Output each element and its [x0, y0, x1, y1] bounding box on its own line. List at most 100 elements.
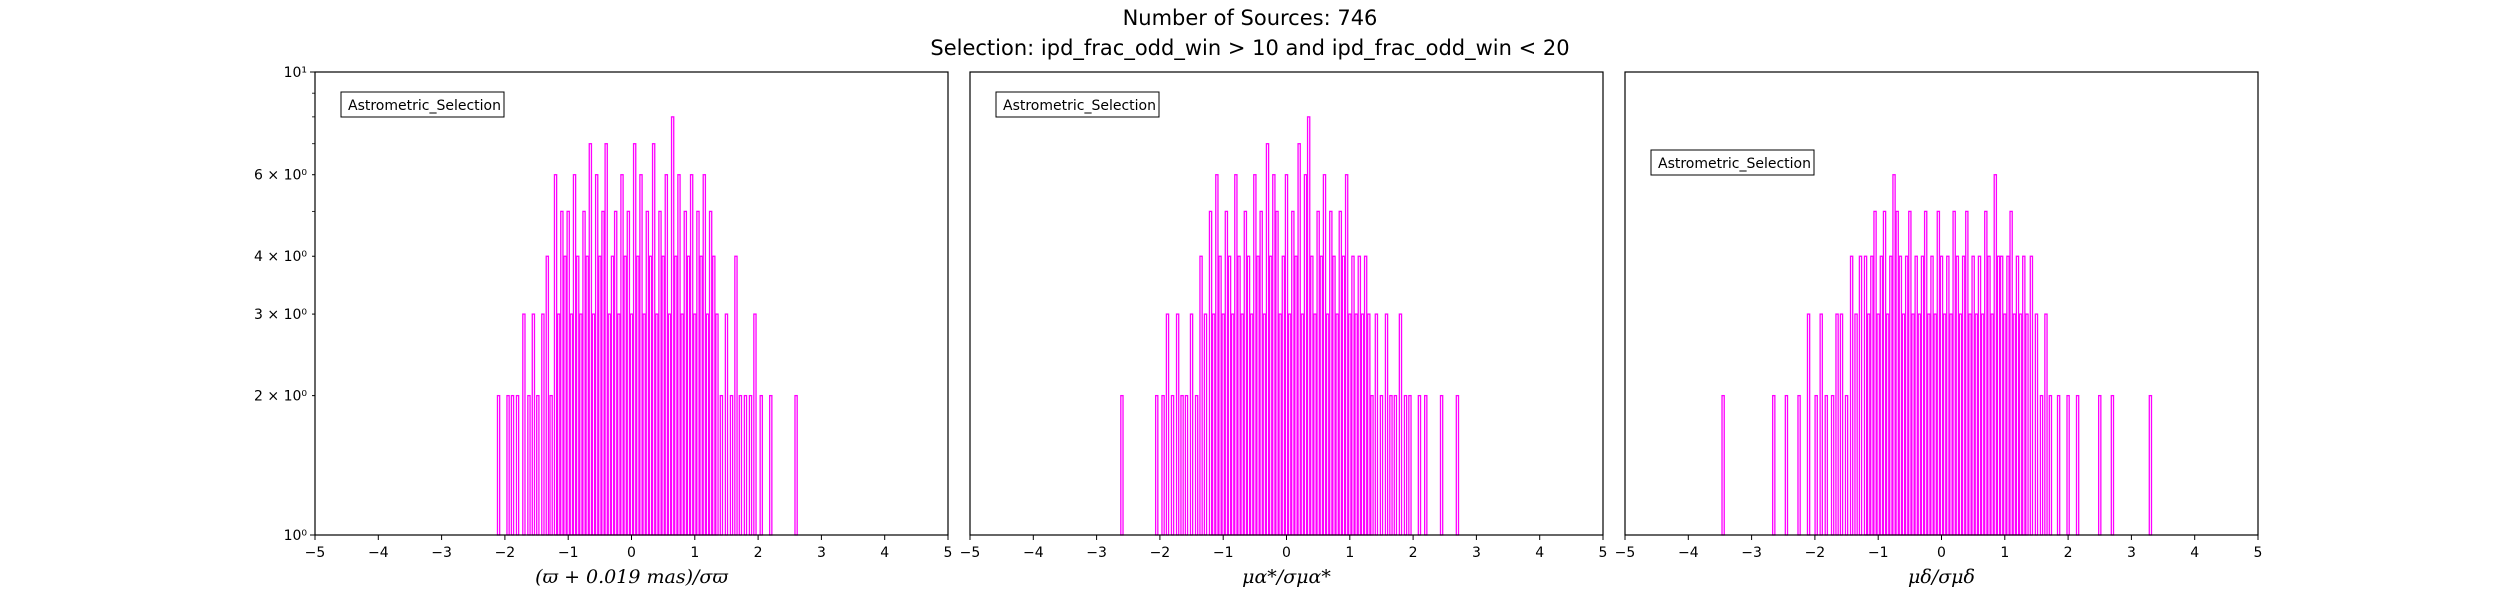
- histogram-bar: [1933, 313, 1937, 536]
- histogram-bar: [607, 313, 612, 536]
- histogram-bar: [769, 394, 773, 536]
- x-tick-label: 5: [2254, 545, 2263, 561]
- histogram-bar: [1256, 255, 1260, 536]
- histogram-bar: [1348, 313, 1352, 536]
- x-tick-label: 0: [627, 545, 636, 561]
- histogram-bar: [1249, 313, 1254, 536]
- histogram-bar: [1303, 174, 1308, 536]
- x-tick-label: −1: [558, 545, 579, 561]
- histogram-bar: [1980, 313, 1985, 536]
- histogram-bar: [1971, 255, 1975, 536]
- histogram-bar: [560, 210, 564, 536]
- histogram-bar: [1322, 174, 1327, 536]
- histogram-bar: [1208, 210, 1213, 536]
- histogram-bar: [1958, 313, 1963, 536]
- histogram-bar: [2022, 255, 2026, 536]
- histogram-bar: [705, 313, 710, 536]
- histogram-bar: [1253, 174, 1257, 536]
- histogram-bar: [1863, 255, 1868, 536]
- histogram-bar: [1949, 313, 1953, 536]
- histogram-bar: [582, 210, 586, 536]
- histogram-bar: [2148, 394, 2153, 536]
- histogram-bar: [1999, 255, 2004, 536]
- histogram-bar: [553, 174, 558, 536]
- x-tick-label: −1: [1213, 545, 1234, 561]
- y-tick-label: 10¹: [284, 65, 307, 81]
- histogram-bar: [610, 255, 615, 536]
- histogram-bar: [1313, 313, 1317, 536]
- legend: Astrometric_Selection: [340, 91, 505, 118]
- histogram-bar: [536, 394, 540, 536]
- legend-label: Astrometric_Selection: [1003, 98, 1156, 114]
- histogram-bar: [1961, 255, 1966, 536]
- histogram-bar: [1316, 210, 1320, 536]
- histogram-bar: [1984, 210, 1988, 536]
- histogram-bar: [1854, 313, 1858, 536]
- histogram-bar: [743, 394, 748, 536]
- x-tick-label: 5: [1599, 545, 1608, 561]
- histogram-bar: [664, 174, 669, 536]
- histogram-bar: [712, 255, 716, 536]
- histogram-bar: [1203, 313, 1208, 536]
- histogram-bar: [1930, 255, 1934, 536]
- histogram-bar: [1806, 313, 1811, 536]
- histogram-bar: [2015, 255, 2020, 536]
- histogram-bar: [1199, 255, 1203, 536]
- histogram-bar: [2075, 394, 2080, 536]
- histogram-bar: [569, 313, 574, 536]
- histogram-bar: [1898, 255, 1903, 536]
- histogram-bar: [715, 313, 719, 536]
- histogram-bar: [1175, 313, 1180, 536]
- histogram-bar: [2044, 313, 2048, 536]
- x-tick-label: −4: [368, 545, 389, 561]
- histogram-bar: [1844, 394, 1849, 536]
- histogram-bar: [566, 210, 570, 536]
- histogram-bar: [1227, 255, 1232, 536]
- histogram-bar: [1338, 210, 1343, 536]
- histogram-bar: [1952, 210, 1956, 536]
- histogram-bar: [1968, 313, 1972, 536]
- histogram-bar: [1215, 174, 1219, 536]
- x-tick-label: 3: [2127, 545, 2136, 561]
- histogram-bar: [527, 394, 531, 536]
- histogram-bar: [1360, 313, 1365, 536]
- histogram-bar: [1784, 394, 1789, 536]
- histogram-bar: [2048, 394, 2053, 536]
- y-tick-label: 6 × 10⁰: [254, 168, 307, 184]
- legend-label: Astrometric_Selection: [1658, 156, 1811, 172]
- histogram-bar: [1901, 313, 1906, 536]
- y-tick-label: 4 × 10⁰: [254, 249, 307, 265]
- histogram-bar: [2009, 210, 2013, 536]
- histogram-bar: [1237, 255, 1241, 536]
- histogram-bar: [702, 174, 707, 536]
- histogram-bar: [1218, 255, 1222, 536]
- histogram-bar: [2110, 394, 2115, 536]
- histogram-bar: [1923, 210, 1928, 536]
- axes-frame: [969, 71, 1604, 536]
- axes-frame: [1624, 71, 2259, 536]
- histogram-panel-1: −5 −4 −3 −2 −1 0 1 2 3 4 5 10⁰ 2 × 10⁰ 3 × 10⁰ 4 × 10⁰…: [254, 65, 952, 588]
- histogram-bar: [1866, 313, 1871, 536]
- histogram-bar: [1455, 394, 1460, 536]
- x-tick-label: −5: [1615, 545, 1636, 561]
- histogram-bar: [629, 313, 634, 536]
- histogram-bar: [1819, 313, 1823, 536]
- histogram-bar: [1876, 313, 1880, 536]
- histogram-bar: [724, 313, 729, 536]
- legend-box: [995, 91, 1160, 118]
- histogram-panel-3: −5 −4 −3 −2 −1 0 1 2 3 4 5 μδ/σμδ Astrometric_Select…: [1615, 71, 2263, 588]
- histogram-bar: [1946, 255, 1950, 536]
- histogram-bar: [1908, 210, 1912, 536]
- histogram-bar: [1294, 255, 1298, 536]
- histogram-bar: [510, 394, 515, 536]
- histogram-bar: [1230, 313, 1235, 536]
- histogram-bar: [689, 174, 694, 536]
- histogram-panels: −5 −4 −3 −2 −1 0 1 2 3 4 5 10⁰ 2 × 10⁰ 3 × 10⁰ 4 × 10⁰…: [254, 65, 2262, 588]
- histogram-bar: [594, 174, 599, 536]
- x-axis-label: μδ/σμδ: [1908, 566, 1975, 588]
- histogram-bar: [1297, 143, 1301, 536]
- histogram-bar: [506, 394, 510, 536]
- histogram-bar: [1265, 143, 1270, 536]
- histogram-bar: [1165, 313, 1170, 536]
- histogram-bar: [617, 313, 621, 536]
